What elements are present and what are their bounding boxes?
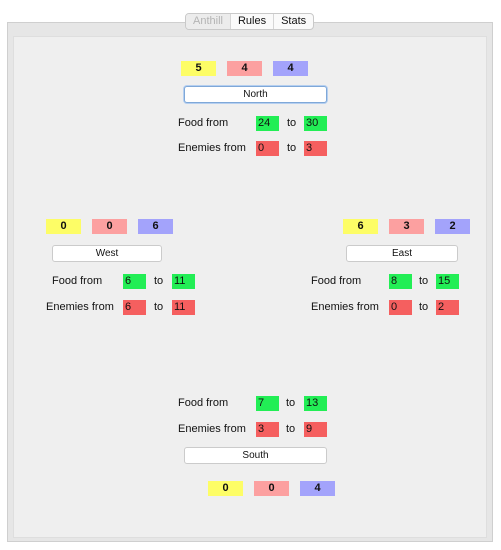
west-counts: 0 0 6 [46,219,184,234]
south-food-from: 7 [256,396,279,411]
to-label: to [154,301,164,313]
north-food-row: Food from 24 to 30 [178,116,338,131]
east-yellow-count: 6 [343,219,378,234]
east-blue-count: 2 [435,219,470,234]
north-yellow-count: 5 [181,61,216,76]
food-from-label: Food from [52,275,103,287]
south-red-count: 0 [254,481,289,496]
north-enemies-from: 0 [256,141,279,156]
south-enemies-from: 3 [256,422,279,437]
enemies-from-label: Enemies from [178,423,246,435]
west-enemies-row: Enemies from 6 to 11 [46,300,206,315]
north-blue-count: 4 [273,61,308,76]
east-enemies-from: 0 [389,300,412,315]
east-food-row: Food from 8 to 15 [311,274,471,289]
north-enemies-row: Enemies from 0 to 3 [178,141,338,156]
west-red-count: 0 [92,219,127,234]
tab-rules[interactable]: Rules [229,14,273,29]
food-from-label: Food from [178,397,229,409]
food-from-label: Food from [178,117,229,129]
south-yellow-count: 0 [208,481,243,496]
food-from-label: Food from [311,275,362,287]
west-food-from: 6 [123,274,146,289]
west-food-row: Food from 6 to 11 [52,274,202,289]
enemies-from-label: Enemies from [46,301,114,313]
west-enemies-from: 6 [123,300,146,315]
north-counts: 5 4 4 [181,61,319,76]
east-enemies-to: 2 [436,300,459,315]
east-enemies-row: Enemies from 0 to 2 [311,300,471,315]
east-food-to: 15 [436,274,459,289]
enemies-from-label: Enemies from [311,301,379,313]
enemies-from-label: Enemies from [178,142,246,154]
south-food-row: Food from 7 to 13 [178,396,338,411]
south-enemies-to: 9 [304,422,327,437]
tab-stats[interactable]: Stats [273,14,313,29]
south-blue-count: 4 [300,481,335,496]
north-red-count: 4 [227,61,262,76]
north-food-from: 24 [256,116,279,131]
west-blue-count: 6 [138,219,173,234]
south-food-to: 13 [304,396,327,411]
tab-anthill[interactable]: Anthill [186,14,230,29]
to-label: to [419,301,429,313]
east-food-from: 8 [389,274,412,289]
tab-bar: Anthill Rules Stats [185,13,315,30]
south-enemies-row: Enemies from 3 to 9 [178,422,338,437]
to-label: to [154,275,164,287]
to-label: to [287,117,297,129]
to-label: to [287,142,297,154]
east-button[interactable]: East [346,245,458,262]
west-button[interactable]: West [52,245,162,262]
west-yellow-count: 0 [46,219,81,234]
to-label: to [286,423,296,435]
to-label: to [286,397,296,409]
north-food-to: 30 [304,116,327,131]
west-enemies-to: 11 [172,300,195,315]
to-label: to [419,275,429,287]
north-button[interactable]: North [184,86,327,103]
south-button[interactable]: South [184,447,327,464]
north-enemies-to: 3 [304,141,327,156]
west-food-to: 11 [172,274,195,289]
east-red-count: 3 [389,219,424,234]
east-counts: 6 3 2 [343,219,481,234]
south-counts: 0 0 4 [208,481,346,496]
